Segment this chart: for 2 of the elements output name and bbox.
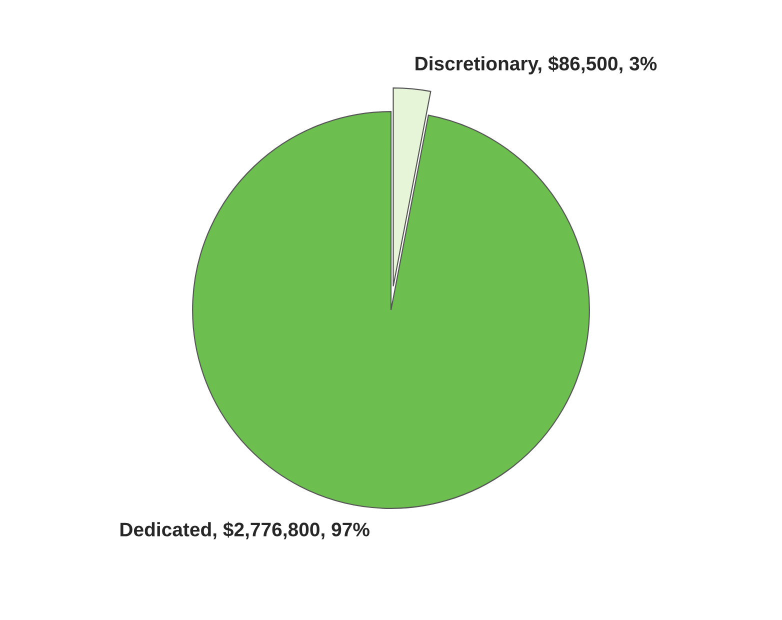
slice-label: Discretionary, $86,500, 3% bbox=[416, 56, 657, 74]
slice-label: Dedicated, $2,776,800, 97% bbox=[120, 522, 370, 540]
